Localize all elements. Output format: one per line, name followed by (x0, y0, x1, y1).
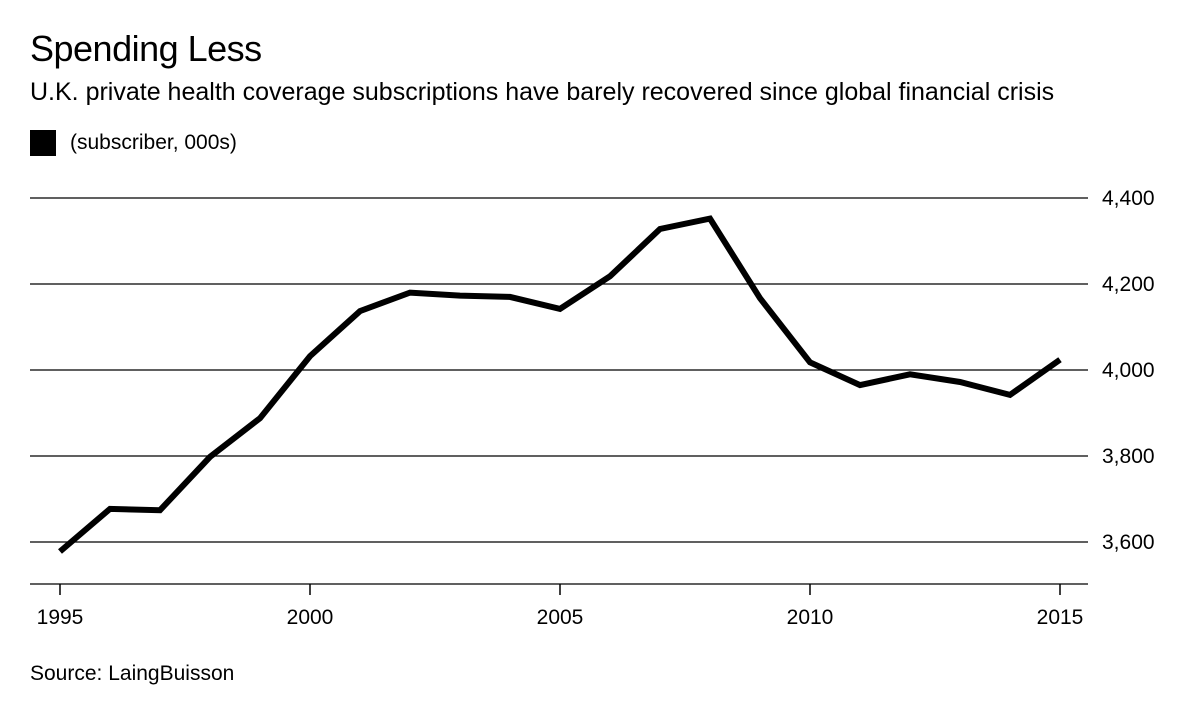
legend-swatch (30, 130, 56, 156)
y-tick-label-4200: 4,200 (1102, 273, 1155, 296)
x-tick-label-2000: 2000 (287, 606, 334, 629)
source-note: Source: LaingBuisson (30, 662, 235, 685)
x-tick-label-2010: 2010 (787, 606, 834, 629)
x-tick-label-2005: 2005 (537, 606, 584, 629)
x-tick-label-2015: 2015 (1037, 606, 1084, 629)
legend: (subscriber, 000s) (30, 130, 237, 156)
y-tick-label-4000: 4,000 (1102, 359, 1155, 382)
y-tick-label-4400: 4,400 (1102, 187, 1155, 210)
y-tick-label-3800: 3,800 (1102, 445, 1155, 468)
legend-label: (subscriber, 000s) (70, 131, 237, 154)
chart-subtitle: U.K. private health coverage subscriptio… (30, 78, 1055, 106)
chart-title: Spending Less (30, 28, 262, 69)
series-line-0 (58, 215, 1062, 554)
y-tick-label-3600: 3,600 (1102, 531, 1155, 554)
x-tick-label-1995: 1995 (37, 606, 84, 629)
